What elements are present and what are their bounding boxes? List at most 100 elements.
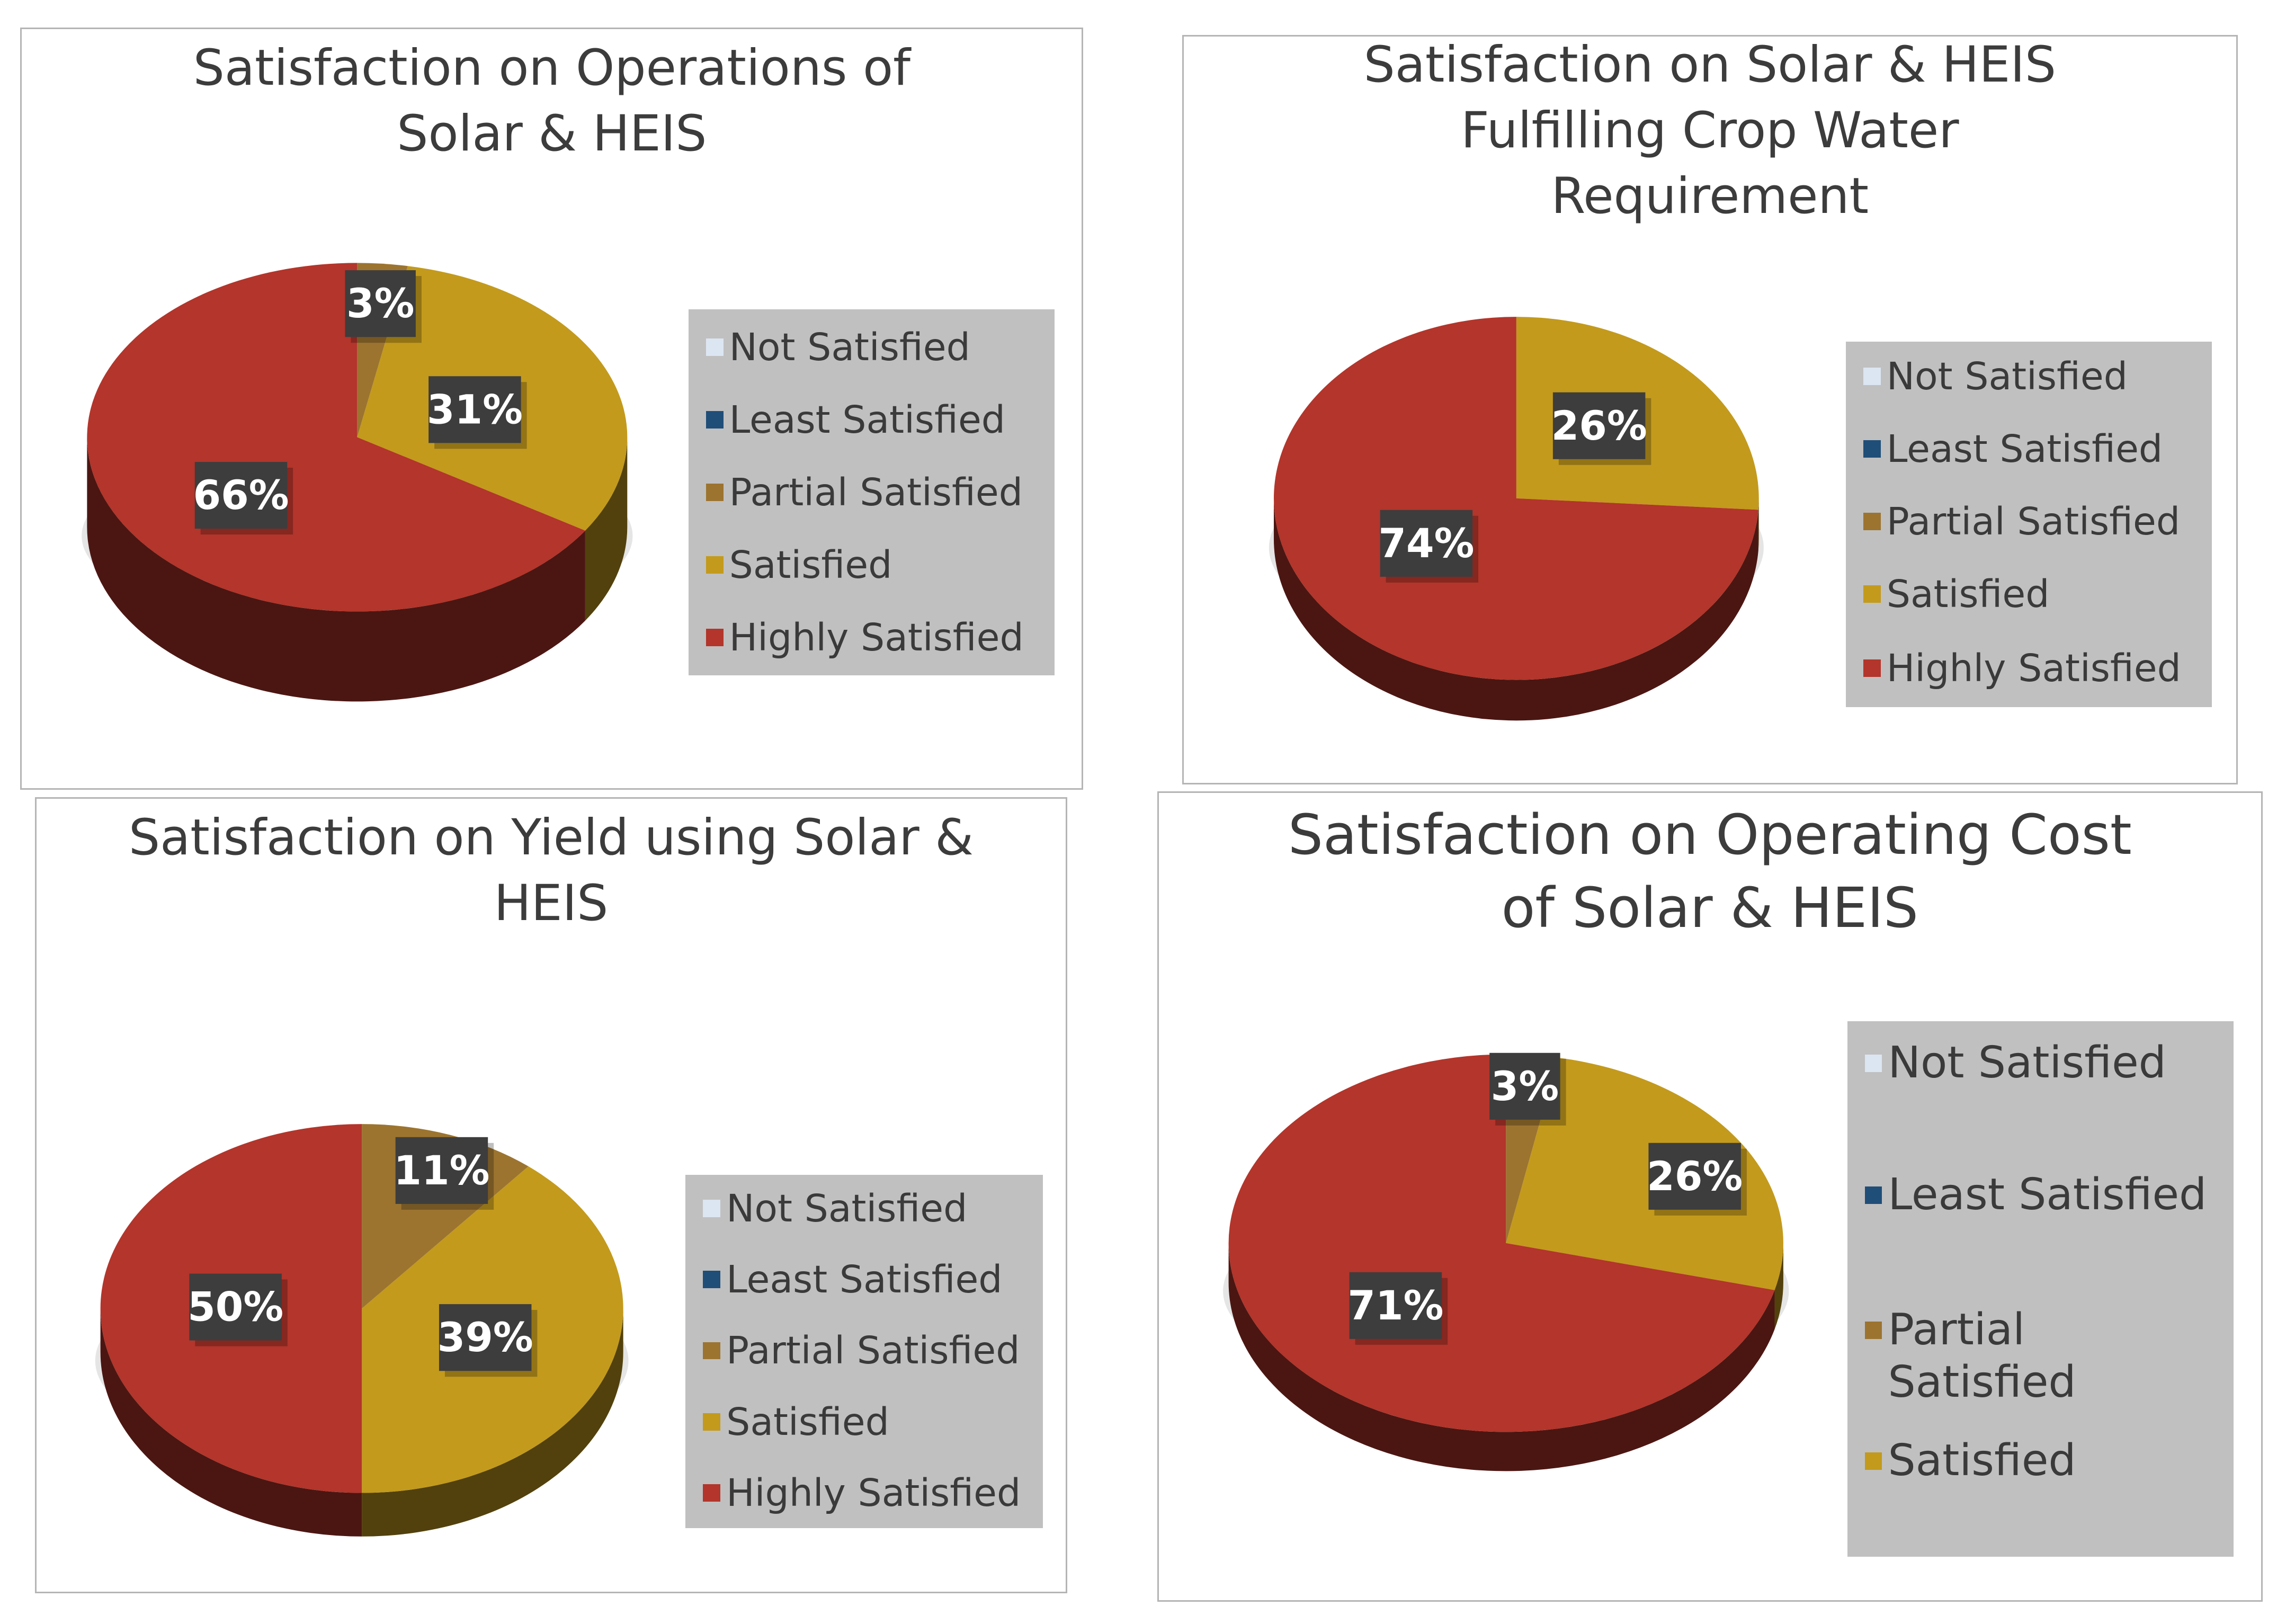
chart-title-line: Requirement: [1551, 167, 1869, 225]
data-label-text: 39%: [437, 1314, 533, 1361]
legend-swatch: [706, 338, 724, 356]
chart-title-line: Satisfaction on Operating Cost: [1288, 802, 2132, 867]
data-label: 26%: [1551, 392, 1651, 465]
legend-label: Not Satisfied: [726, 1186, 968, 1230]
chart-legend: Not Satisfied Least Satisfied Partial Sati…: [1845, 341, 2212, 708]
data-label-text: 11%: [394, 1147, 489, 1194]
legend-label: Not Satisfied: [729, 325, 970, 369]
data-label: 26%: [1647, 1143, 1747, 1216]
data-label-text: 31%: [427, 386, 523, 433]
legend-label: Least Satisfied: [726, 1257, 1003, 1301]
legend-label: Partial Satisfied: [1886, 499, 2181, 543]
legend-label: Not Satisfied: [1888, 1037, 2166, 1088]
legend-swatch: [706, 411, 724, 429]
data-label-text: 3%: [346, 280, 414, 327]
data-label-box: [189, 1273, 282, 1341]
chart-title-line: Satisfaction on Operations of: [193, 38, 910, 96]
legend-label: Least Satisfied: [1888, 1170, 2207, 1220]
data-label: 3%: [345, 270, 422, 343]
pie-svg: 26% 74%: [1269, 316, 1764, 721]
legend-swatch: [706, 629, 724, 647]
data-label-box: [1349, 1272, 1442, 1340]
legend-label: Not Satisfied: [1886, 354, 2128, 398]
pie-slice-highly-satisfied: [1273, 316, 1758, 680]
legend-label: Partial Satisfied: [729, 470, 1023, 514]
data-label-box: [1380, 510, 1472, 577]
legend-swatch: [1864, 1186, 1882, 1204]
data-label: 50%: [187, 1273, 288, 1346]
chart-title-line: Satisfaction on Solar & HEIS: [1363, 35, 2057, 94]
data-label-box: [439, 1304, 532, 1371]
legend-label: Satisfied: [729, 542, 892, 587]
data-label: 11%: [394, 1137, 494, 1210]
chart-title: Satisfaction on Operations of Solar & HEI…: [22, 35, 1082, 166]
data-label: 3%: [1489, 1052, 1566, 1126]
pie-svg: 3% 31% 66%: [82, 263, 633, 702]
legend-label: Least Satisfied: [729, 397, 1006, 442]
legend-swatch: [703, 1342, 721, 1360]
chart-title: Satisfaction on Operating Cost of Solar &…: [1159, 798, 2261, 945]
legend-swatch: [1863, 367, 1881, 385]
chart-legend: Not Satisfied Least Satisfied Partial Satis…: [1847, 1021, 2234, 1557]
chart-legend: Not Satisfied Least Satisfied Partial Sati…: [685, 1175, 1043, 1528]
legend-swatch: [703, 1484, 721, 1502]
data-label-text: 26%: [1551, 403, 1647, 449]
pie-slice-satisfied: [1506, 1058, 1784, 1290]
pie-side-satisfied: [585, 437, 628, 621]
legend-label: Satisfied: [1888, 1357, 2076, 1407]
legend-label: Highly Satisfied: [726, 1470, 1021, 1515]
data-label: 74%: [1378, 510, 1478, 583]
legend-swatch: [1863, 440, 1881, 458]
pie-chart-operations: Satisfaction on Operations of Solar & HEI…: [20, 28, 1084, 790]
pie-side-highly-satisfied: [87, 437, 586, 702]
data-label-text: 66%: [193, 472, 289, 519]
legend-swatch: [703, 1413, 721, 1431]
pie-svg: 11% 39% 50%: [95, 1124, 629, 1537]
legend-swatch: [1863, 513, 1881, 530]
pie-side-satisfied: [1774, 1243, 1784, 1329]
chart-title-line: Satisfaction on Yield using Solar &: [128, 808, 974, 866]
data-label-text: 26%: [1647, 1153, 1743, 1200]
legend-swatch: [1864, 1452, 1882, 1470]
data-label-box: [195, 462, 288, 529]
legend-label: Satisfied: [1888, 1435, 2076, 1486]
data-label-box: [1489, 1052, 1560, 1120]
data-label-text: 50%: [187, 1284, 283, 1331]
data-label: 39%: [437, 1304, 538, 1377]
data-label-box: [428, 376, 522, 443]
legend-swatch: [1863, 585, 1881, 603]
chart-legend: Not Satisfied Least Satisfied Partial Sati…: [688, 309, 1055, 676]
chart-title-line: HEIS: [494, 873, 609, 932]
legend-label: Highly Satisfied: [729, 615, 1024, 660]
chart-title: Satisfaction on Solar & HEIS Fulfilling C…: [1184, 32, 2236, 229]
data-label: 71%: [1347, 1272, 1448, 1345]
data-label-box: [1648, 1143, 1742, 1210]
chart-title-line: Solar & HEIS: [397, 104, 707, 162]
legend-swatch: [706, 484, 724, 502]
data-label-box: [395, 1137, 488, 1204]
chart-title-line: Fulfilling Crop Water: [1461, 101, 1959, 159]
data-label-box: [345, 270, 416, 337]
legend-swatch: [1863, 659, 1881, 677]
data-label-text: 3%: [1491, 1063, 1559, 1110]
legend-label: Least Satisfied: [1886, 426, 2163, 471]
pie-side-highly-satisfied: [1228, 1243, 1775, 1471]
data-label-text: 71%: [1347, 1282, 1443, 1329]
data-label: 66%: [193, 462, 293, 535]
pie-side-satisfied: [361, 1308, 623, 1537]
legend-swatch: [1864, 1054, 1882, 1072]
legend-swatch: [1864, 1322, 1882, 1340]
chart-title-line: of Solar & HEIS: [1501, 876, 1919, 941]
pie-side-highly-satisfied: [1273, 498, 1758, 721]
pie-side-satisfied: [1758, 498, 1759, 550]
data-label-text: 74%: [1378, 520, 1474, 567]
pie-svg: 3% 26% 71%: [1223, 1052, 1789, 1471]
legend-label: Highly Satisfied: [1886, 646, 2181, 690]
data-label-box: [1552, 392, 1646, 459]
pie-side-highly-satisfied: [100, 1308, 362, 1537]
pie-chart-yield: Satisfaction on Yield using Solar & HEIS 1…: [34, 797, 1068, 1593]
legend-label: Partial Satisfied: [726, 1328, 1020, 1373]
legend-label: Satisfied: [726, 1399, 889, 1444]
data-label: 31%: [427, 376, 528, 449]
chart-title: Satisfaction on Yield using Solar & HEIS: [37, 805, 1066, 936]
